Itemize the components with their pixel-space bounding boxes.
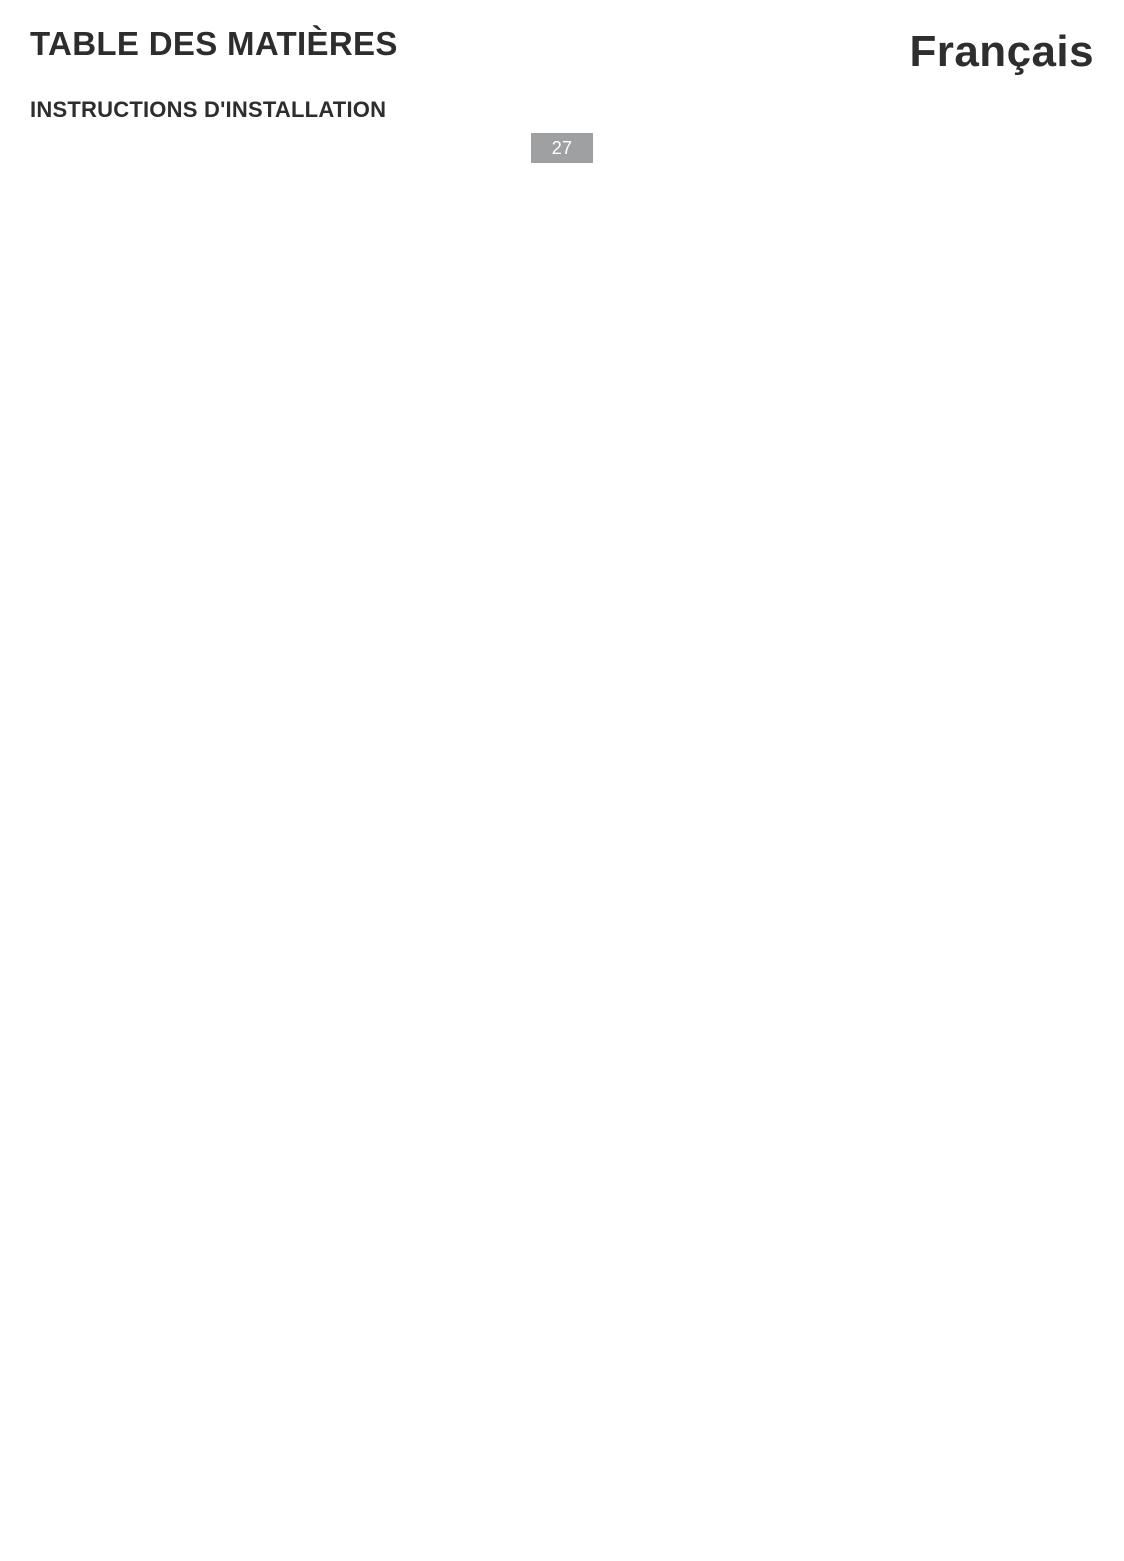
toc-row: INSTRUCTIONS D'INSTALLATION	[30, 95, 547, 125]
page-number: 27	[552, 136, 572, 160]
header-bar: TABLE DES MATIÈRES Français	[30, 22, 1094, 81]
toc-columns: INSTRUCTIONS D'INSTALLATION	[30, 95, 1094, 125]
page-title: TABLE DES MATIÈRES	[30, 22, 398, 67]
toc-label: INSTRUCTIONS D'INSTALLATION	[30, 95, 386, 125]
toc-page: TABLE DES MATIÈRES Français INSTRUCTIONS…	[0, 0, 1124, 193]
toc-left-column: INSTRUCTIONS D'INSTALLATION	[30, 95, 547, 125]
toc-right-column	[577, 95, 1094, 125]
page-number-badge: 27	[531, 133, 593, 163]
language-label: Français	[909, 22, 1094, 81]
